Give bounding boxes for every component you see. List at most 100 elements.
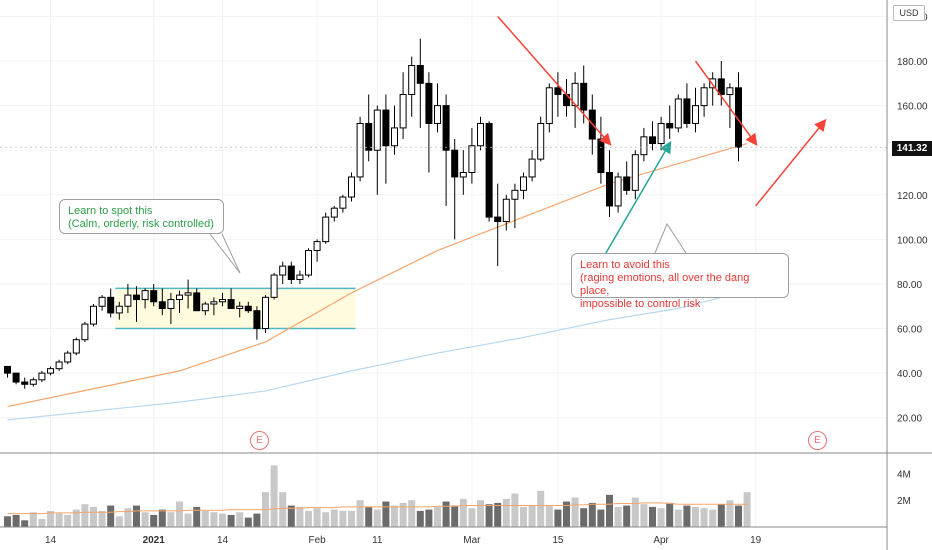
- candles: [4, 38, 742, 389]
- y-tick-label: 100.00: [897, 235, 928, 246]
- candle-body: [373, 109, 381, 151]
- volume-bar: [115, 516, 123, 527]
- volume-bar: [408, 500, 416, 527]
- trend-arrow: [600, 140, 672, 263]
- candle-body: [124, 294, 132, 307]
- candle-body: [330, 207, 338, 218]
- volume-bar: [597, 509, 605, 527]
- volume-bar: [545, 505, 553, 527]
- volume-bar: [158, 509, 166, 527]
- volume-bar: [167, 512, 175, 527]
- volume-bar: [201, 510, 209, 527]
- candle-body: [262, 296, 269, 330]
- volume-bar: [210, 512, 218, 527]
- volume-axis: 2M 4M: [897, 469, 911, 507]
- volume-ma-line: [7, 502, 748, 515]
- volume-bar: [133, 505, 140, 527]
- volume-bar: [520, 506, 527, 527]
- moving-average-line: [7, 290, 748, 421]
- x-tick-label: 2021: [143, 535, 166, 546]
- candle-body: [477, 122, 484, 147]
- volume-bar: [296, 506, 304, 527]
- x-tick-label: 14: [217, 535, 229, 546]
- trend-arrow: [694, 60, 758, 146]
- candle-body: [98, 296, 106, 307]
- y-tick-label: 20.00: [897, 414, 922, 425]
- volume-bar: [305, 510, 312, 527]
- volume-bar: [399, 502, 407, 527]
- y-tick-label: 80.00: [897, 280, 922, 291]
- volume-bar: [55, 513, 63, 527]
- candle-body: [709, 78, 717, 89]
- earnings-marker[interactable]: E: [250, 431, 269, 450]
- trend-arrows: [0, 15, 887, 274]
- candle-body: [494, 216, 502, 223]
- candle-body: [597, 138, 605, 173]
- candle-body: [640, 136, 648, 156]
- candle-body: [382, 109, 390, 147]
- volume-bar: [554, 509, 562, 527]
- volume-bar: [468, 508, 476, 527]
- moving-average-line: [7, 142, 748, 408]
- candle-body: [287, 265, 295, 280]
- volume-bar: [580, 508, 588, 527]
- candle-body: [322, 216, 330, 243]
- volume-bar: [287, 505, 295, 527]
- volume-bar: [657, 508, 665, 527]
- volume-bar: [674, 509, 682, 527]
- volume-bar: [193, 506, 201, 527]
- moving-averages: [7, 142, 748, 421]
- last-price-tag: 141.32: [892, 141, 932, 156]
- volume-bar: [365, 506, 373, 527]
- volume-bar: [219, 513, 226, 527]
- candle-body: [107, 296, 115, 314]
- candle-body: [451, 149, 459, 178]
- currency-label[interactable]: USD: [893, 5, 925, 21]
- earnings-marker[interactable]: E: [808, 431, 827, 450]
- volume-bar: [416, 510, 424, 527]
- volume-bar: [330, 509, 338, 527]
- volume-bar: [322, 512, 330, 527]
- candle-body: [270, 274, 278, 298]
- note-good: Learn to spot this (Calm, orderly, risk …: [59, 199, 224, 234]
- volume-bar: [425, 509, 433, 527]
- volume-bar: [528, 505, 536, 527]
- candle-body: [683, 98, 691, 124]
- volume-bar: [176, 501, 183, 527]
- volume-bar: [666, 502, 674, 527]
- volume-bar: [184, 513, 192, 527]
- consolidation-box: [115, 287, 356, 330]
- candle-body: [726, 87, 734, 95]
- x-tick-label: 14: [45, 535, 57, 546]
- candle-body: [631, 154, 639, 191]
- candle-body: [339, 196, 347, 209]
- volume-bar: [29, 512, 37, 527]
- note-pointer: [209, 233, 241, 274]
- volume-bar: [459, 498, 467, 527]
- candle-body: [64, 352, 72, 363]
- candle-body: [528, 158, 536, 178]
- candle-body: [72, 339, 80, 354]
- candle-body: [537, 122, 545, 160]
- candle-body: [735, 87, 742, 148]
- volume-bar: [451, 505, 459, 527]
- candle-body: [150, 290, 158, 303]
- volume-bar: [511, 493, 519, 527]
- candle-body: [279, 265, 287, 276]
- candle-body: [305, 250, 312, 276]
- candle-body: [700, 87, 708, 107]
- volume-bar: [236, 512, 244, 527]
- volume-bar: [244, 517, 252, 527]
- volume-bar: [700, 508, 708, 527]
- volume-bar: [563, 501, 570, 527]
- volume-bar: [4, 516, 11, 527]
- volume-bar: [485, 504, 493, 527]
- x-tick-label: 11: [372, 535, 383, 546]
- volume-bar: [494, 502, 502, 527]
- volume-bar: [442, 501, 450, 527]
- volume-bar: [477, 500, 484, 527]
- candle-body: [606, 172, 613, 207]
- volume-bar: [348, 510, 355, 527]
- candle-body: [141, 290, 149, 301]
- trend-arrow: [497, 15, 612, 146]
